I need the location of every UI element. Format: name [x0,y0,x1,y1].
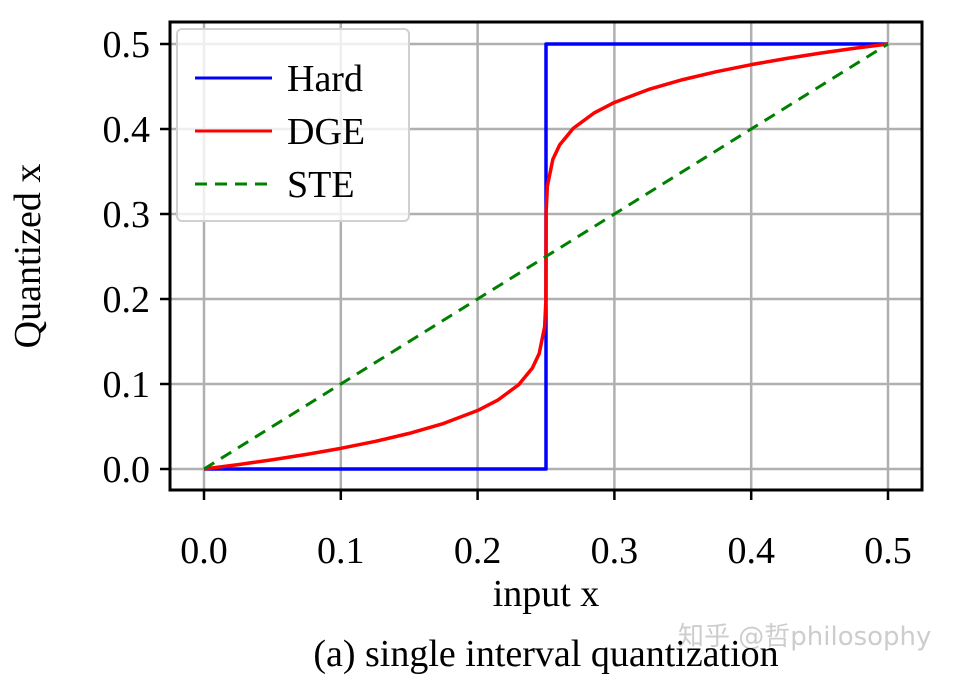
x-tick-label: 0.4 [727,530,775,572]
watermark: 知乎 @哲philosophy [678,622,931,652]
y-axis-label: Quantized x [7,164,49,349]
series-lines [203,42,889,471]
y-tick-label: 0.3 [103,194,151,236]
y-tick-label: 0.0 [103,449,151,491]
series-ste-line [203,42,889,471]
x-tick-label: 0.5 [864,530,912,572]
y-tick-label: 0.4 [103,109,151,151]
x-tick-label: 0.3 [591,530,639,572]
legend: Hard DGE STE [176,28,410,222]
plot-frame [168,20,924,492]
x-tick-label: 0.1 [317,530,365,572]
x-tick-label: 0.0 [180,530,228,572]
caption: (a) single interval quantization [313,633,778,675]
y-tick-label: 0.2 [103,279,151,321]
legend-label-ste: STE [287,164,355,206]
ticks: 0.0 0.1 0.2 0.3 0.4 0.5 0.0 0.1 0.2 0.3 0.4 0.5 [103,24,912,572]
legend-label-dge: DGE [287,111,365,153]
x-tick-label: 0.2 [454,530,502,572]
y-tick-label: 0.1 [103,364,151,406]
legend-label-hard: Hard [287,58,363,100]
x-axis-label: input x [493,573,600,615]
y-tick-label: 0.5 [103,24,151,66]
